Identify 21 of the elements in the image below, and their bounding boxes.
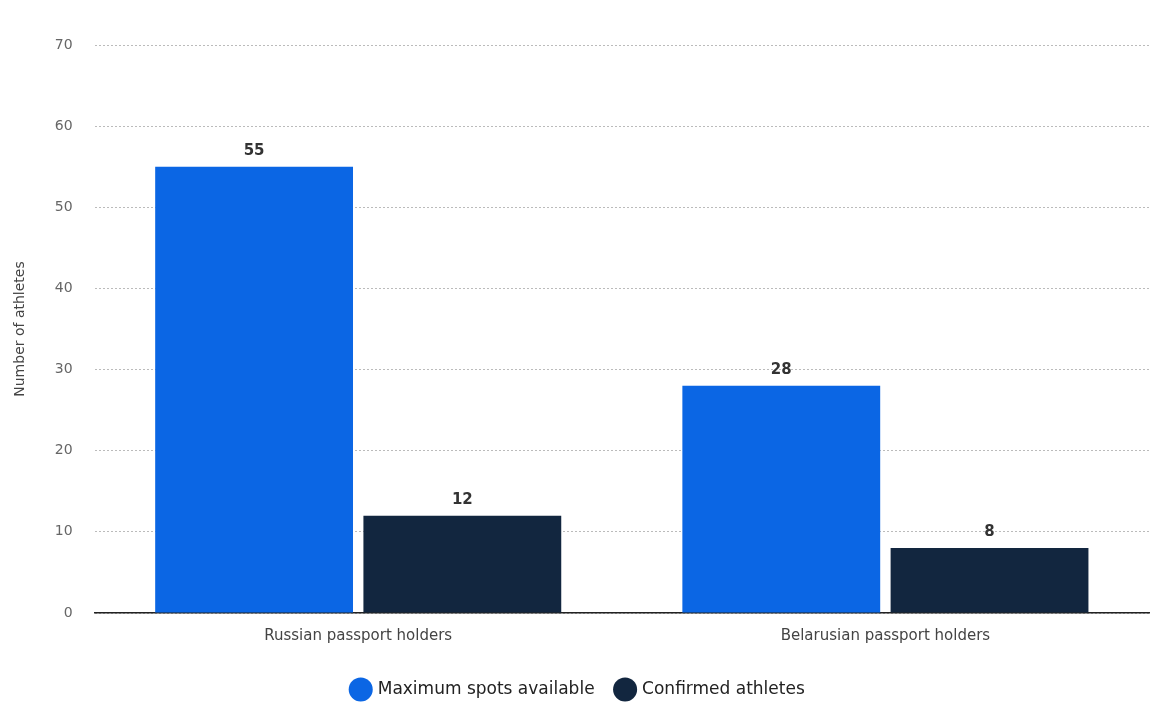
y-tick-label: 50: [54, 197, 73, 214]
data-label: 28: [770, 360, 792, 379]
legend-label: Maximum spots available: [377, 677, 595, 698]
data-label: 55: [243, 141, 265, 160]
y-tick-label: 0: [63, 603, 73, 620]
data-label: 8: [984, 522, 995, 541]
bar: [155, 166, 354, 613]
bar: [363, 515, 562, 613]
y-tick-label: 70: [54, 35, 73, 52]
y-axis-title: Number of athletes: [11, 261, 28, 397]
y-tick-label: 20: [54, 441, 73, 458]
x-tick-label: Belarusian passport holders: [780, 625, 991, 644]
bar: [682, 385, 881, 613]
data-label: 12: [451, 490, 473, 509]
y-tick-label: 60: [54, 116, 73, 133]
x-tick-label: Russian passport holders: [264, 625, 453, 644]
y-tick-label: 10: [54, 522, 73, 539]
bar: [890, 548, 1089, 613]
legend-label: Confirmed athletes: [642, 677, 805, 698]
y-tick-label: 40: [54, 279, 73, 296]
y-tick-label: 30: [54, 360, 73, 377]
